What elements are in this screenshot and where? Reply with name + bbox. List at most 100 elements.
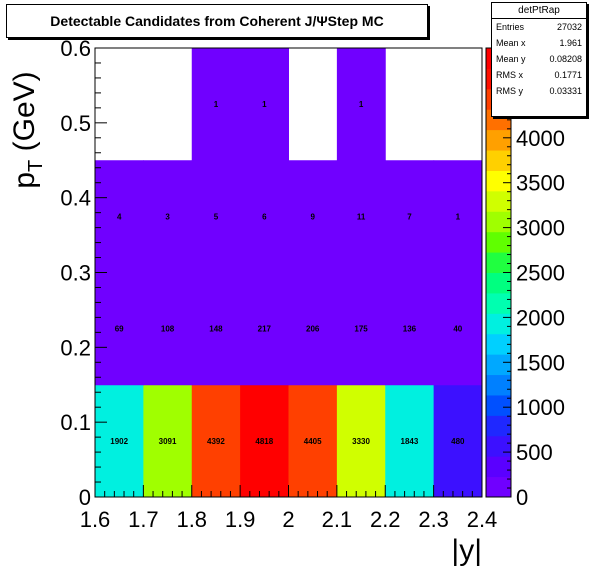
heatmap-cell bbox=[240, 160, 289, 273]
x-tick-label: 2.3 bbox=[418, 507, 449, 532]
heatmap-cell bbox=[191, 160, 241, 273]
cell-value-label: 1 bbox=[262, 100, 267, 109]
cell-value-label: 9 bbox=[310, 212, 315, 221]
heatmap-cell bbox=[143, 160, 193, 273]
cell-value-label: 217 bbox=[258, 325, 272, 334]
y-tick-label: 0.2 bbox=[60, 335, 91, 360]
heatmap-cell bbox=[95, 160, 144, 273]
cell-value-label: 136 bbox=[403, 325, 417, 334]
heatmap-cell bbox=[433, 272, 483, 386]
palette-swatch bbox=[486, 129, 511, 151]
x-tick-label: 2 bbox=[282, 507, 294, 532]
cell-value-label: 480 bbox=[451, 437, 465, 446]
stats-row-rms-y: RMS y 0.03331 bbox=[492, 83, 586, 99]
chart-title: Detectable Candidates from Coherent J/ΨS… bbox=[6, 4, 428, 38]
stats-value: 27032 bbox=[556, 22, 582, 32]
palette-swatch bbox=[486, 456, 511, 478]
y-axis-label: pT (GeV) bbox=[8, 71, 47, 188]
cell-value-label: 4405 bbox=[304, 437, 322, 446]
x-axis: 1.6 1.7 1.8 1.9 2 2.1 2.2 2.3 2.4 bbox=[80, 485, 498, 532]
heatmap-cell bbox=[433, 160, 483, 273]
x-tick-label: 1.6 bbox=[80, 507, 111, 532]
x-tick-label: 2.1 bbox=[322, 507, 353, 532]
heatmap-cell bbox=[336, 48, 386, 161]
cell-value-label: 7 bbox=[407, 212, 412, 221]
palette-swatch bbox=[486, 374, 511, 396]
z-tick-label: 2500 bbox=[516, 261, 565, 286]
x-tick-label: 2.2 bbox=[370, 507, 401, 532]
y-tick-label: 0.6 bbox=[60, 36, 91, 61]
cell-value-label: 1 bbox=[456, 212, 461, 221]
y-tick-label: 0 bbox=[79, 485, 91, 510]
z-axis: 0 500 1000 1500 2000 2500 3000 3500 4000 bbox=[503, 56, 565, 510]
heatmap-cell bbox=[143, 384, 193, 498]
z-tick-label: 3000 bbox=[516, 216, 565, 241]
z-tick-label: 0 bbox=[516, 485, 528, 510]
cell-value-label: 175 bbox=[354, 325, 368, 334]
palette-swatch bbox=[486, 292, 511, 314]
stats-name: detPtRap bbox=[492, 3, 586, 19]
palette-swatch bbox=[486, 170, 511, 192]
palette-swatch bbox=[486, 333, 511, 355]
z-tick-label: 1500 bbox=[516, 350, 565, 375]
x-tick-label: 2.4 bbox=[467, 507, 498, 532]
palette-swatch bbox=[486, 150, 511, 171]
cell-value-label: 1 bbox=[359, 100, 364, 109]
heatmap-cell bbox=[336, 160, 386, 273]
cell-value-label: 206 bbox=[306, 325, 320, 334]
palette-swatch bbox=[486, 231, 511, 253]
stats-label: Mean x bbox=[496, 38, 526, 48]
stats-value: 0.08208 bbox=[549, 54, 582, 64]
cell-value-label: 11 bbox=[357, 212, 366, 221]
palette-swatch bbox=[486, 354, 511, 376]
cell-value-label: 1 bbox=[214, 100, 219, 109]
cell-value-label: 148 bbox=[209, 325, 223, 334]
y-tick-label: 0.3 bbox=[60, 261, 91, 286]
palette-swatch bbox=[486, 272, 511, 294]
heatmap-cell bbox=[288, 384, 338, 498]
heatmap-cell bbox=[95, 272, 144, 386]
palette-swatch bbox=[486, 211, 511, 233]
palette-swatch bbox=[486, 415, 511, 437]
stats-value: 1.961 bbox=[559, 38, 582, 48]
z-tick-label: 3500 bbox=[516, 171, 565, 196]
z-tick-label: 2000 bbox=[516, 305, 565, 330]
heatmap-cell bbox=[385, 272, 435, 386]
heatmap-cell bbox=[240, 384, 289, 498]
heatmap-cell bbox=[143, 272, 193, 386]
stats-label: RMS x bbox=[496, 70, 523, 80]
stats-label: Mean y bbox=[496, 54, 526, 64]
heatmap-cells bbox=[95, 48, 483, 498]
cell-value-label: 3330 bbox=[352, 437, 370, 446]
y-tick-label: 0.5 bbox=[60, 111, 91, 136]
cell-value-label: 6 bbox=[262, 212, 267, 221]
cell-value-label: 4 bbox=[117, 212, 122, 221]
heatmap-cell bbox=[191, 272, 241, 386]
x-tick-label: 1.8 bbox=[176, 507, 207, 532]
stats-box: detPtRap Entries 27032 Mean x 1.961 Mean… bbox=[491, 2, 587, 117]
y-tick-label: 0.4 bbox=[60, 186, 91, 211]
palette-swatch bbox=[486, 313, 511, 335]
cell-value-label: 3091 bbox=[159, 437, 177, 446]
stats-value: 0.1771 bbox=[554, 70, 582, 80]
x-axis-label: |y| bbox=[451, 534, 482, 567]
heatmap-cell bbox=[336, 384, 386, 498]
cell-value-label: 69 bbox=[115, 325, 124, 334]
cell-value-label: 1843 bbox=[401, 437, 419, 446]
z-tick-label: 4000 bbox=[516, 126, 565, 151]
stats-label: RMS y bbox=[496, 86, 523, 96]
cell-value-label: 5 bbox=[214, 212, 219, 221]
heatmap-cell bbox=[240, 272, 289, 386]
cell-value-label: 40 bbox=[453, 325, 462, 334]
y-tick-label: 0.1 bbox=[60, 410, 91, 435]
heatmap-cell bbox=[288, 160, 338, 273]
cell-value-label: 108 bbox=[161, 325, 175, 334]
heatmap-cell bbox=[336, 272, 386, 386]
stats-label: Entries bbox=[496, 22, 525, 32]
heatmap-cell bbox=[191, 48, 241, 161]
stats-row-entries: Entries 27032 bbox=[492, 19, 586, 35]
cell-value-label: 3 bbox=[165, 212, 170, 221]
x-tick-label: 1.7 bbox=[128, 507, 159, 532]
